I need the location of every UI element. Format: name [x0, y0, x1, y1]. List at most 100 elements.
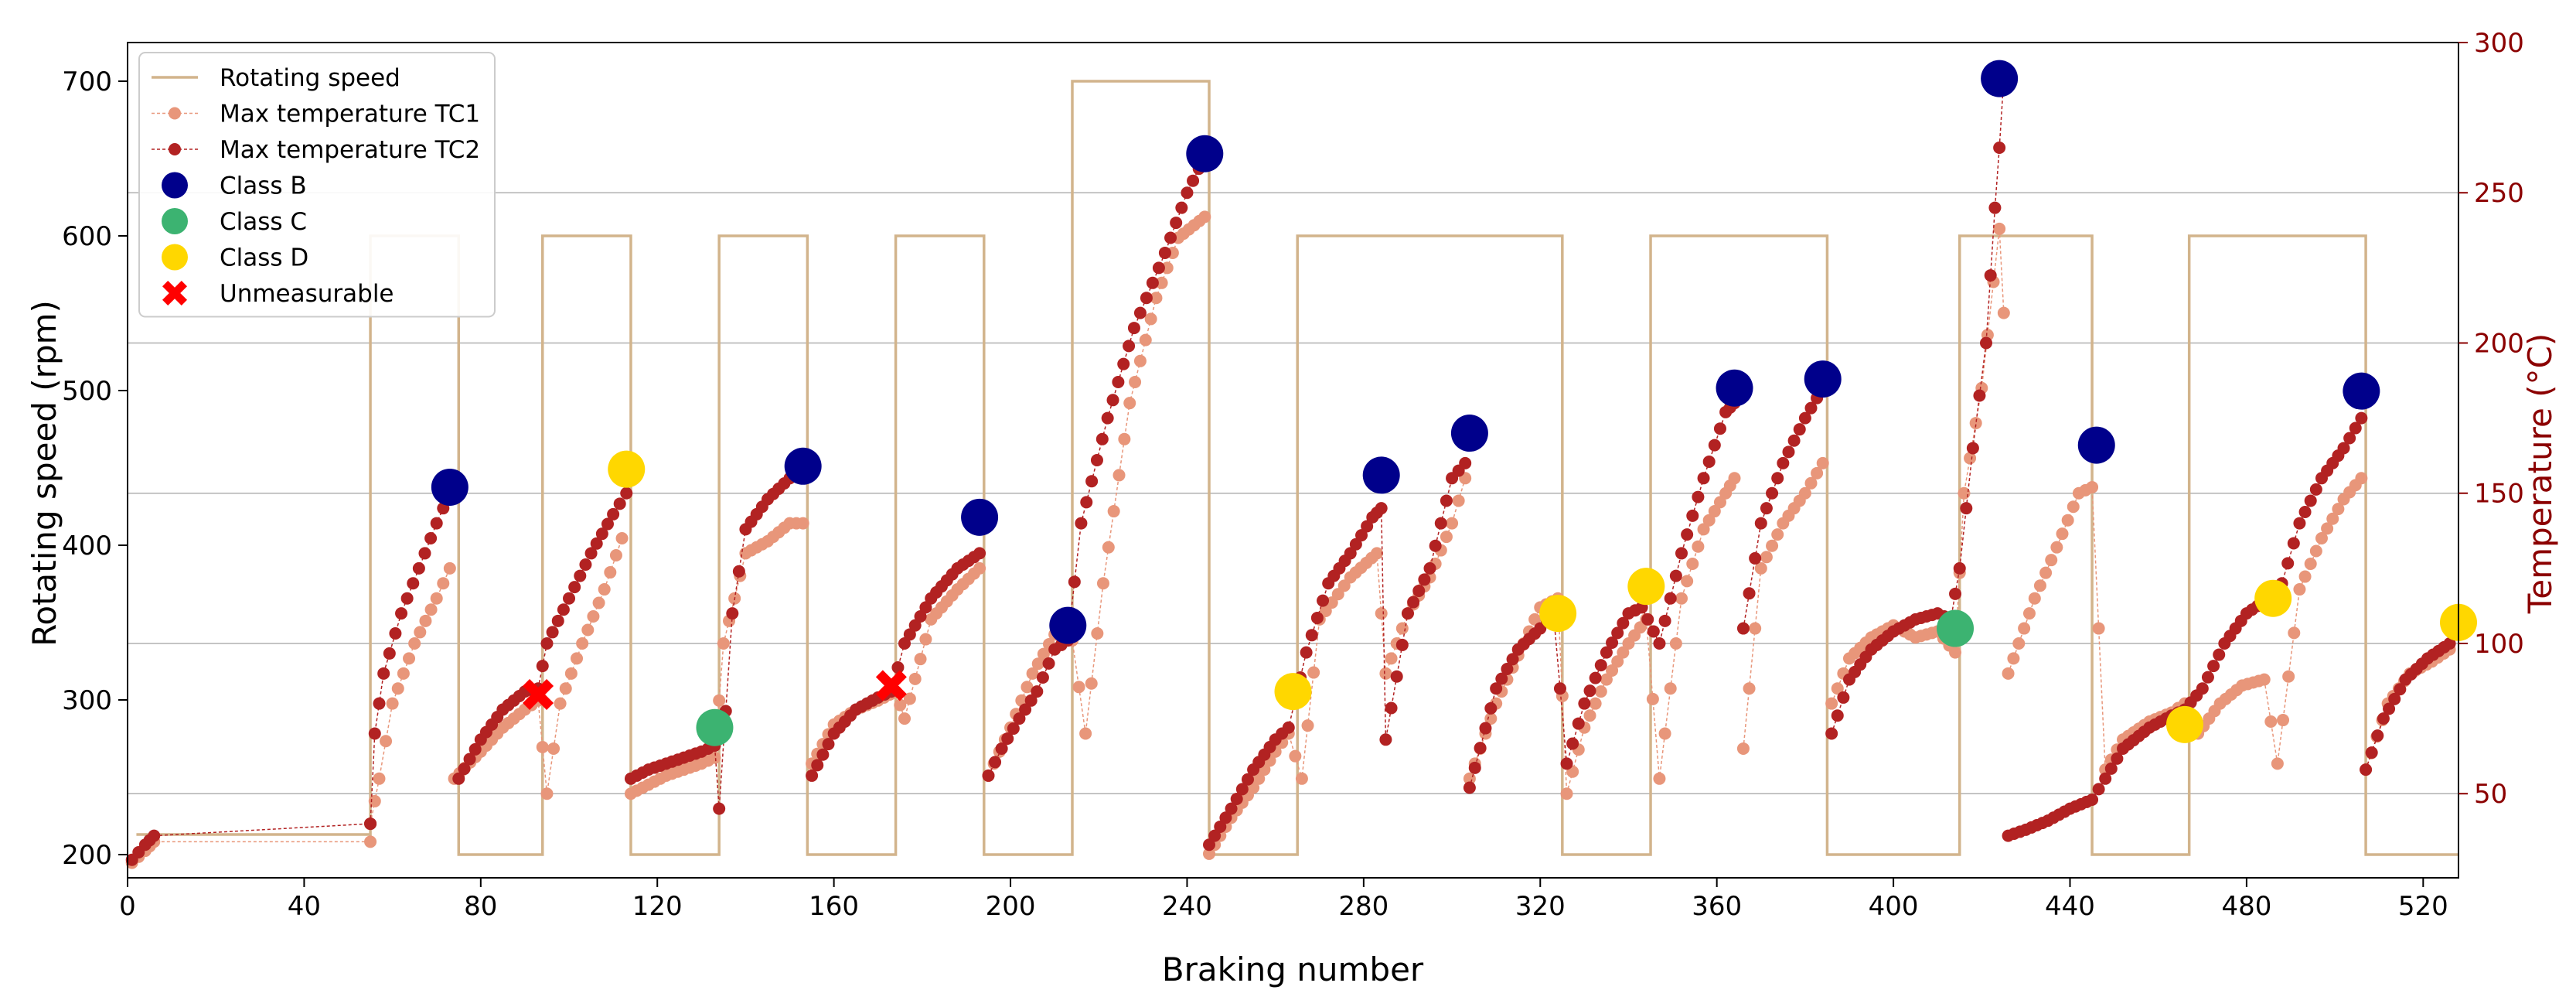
tc2-point — [1042, 657, 1055, 670]
tc2-point — [1749, 551, 1762, 565]
tc2-point — [1669, 569, 1682, 582]
tc2-line — [2008, 418, 2363, 837]
tc1-point — [403, 652, 416, 665]
tc1-point — [1831, 682, 1844, 695]
tc1-point — [1675, 592, 1688, 605]
tc2-point — [1282, 721, 1295, 734]
tc1-point — [1037, 647, 1050, 660]
tc1-point — [1021, 681, 1034, 694]
tc1-point — [1749, 622, 1762, 635]
tc2-point — [1754, 517, 1767, 530]
tc2-point — [557, 603, 570, 616]
tc2-point — [2293, 517, 2306, 530]
tc2-point — [1831, 709, 1844, 722]
tc2-point — [1187, 174, 1200, 187]
tc2-point — [973, 547, 986, 560]
tc2-point — [1658, 614, 1671, 627]
tc2-point — [903, 628, 916, 641]
tc1-point — [581, 623, 595, 637]
tc1-point — [2355, 472, 2368, 485]
tc1-point — [380, 735, 393, 748]
tc1-point — [536, 741, 549, 754]
tc2-point — [1560, 757, 1573, 770]
tc1-point — [554, 697, 567, 710]
tc2-point — [395, 607, 408, 620]
tc1-point — [1085, 677, 1098, 690]
plot-frame — [127, 42, 2459, 879]
tc2-point — [995, 742, 1008, 755]
tc1-point — [894, 698, 907, 712]
tc1-line — [131, 841, 371, 864]
tc2-point — [1988, 201, 2002, 214]
x-tick-label: 360 — [1692, 891, 1742, 922]
tc1-point — [1760, 551, 1773, 564]
tc2-point — [2213, 648, 2226, 661]
tc1-point — [2045, 554, 2058, 567]
tc2-point — [806, 769, 819, 782]
class-d-marker — [1539, 595, 1577, 633]
tc1-point — [2086, 480, 2099, 493]
tc1-point — [2282, 670, 2295, 683]
class-b-marker — [1450, 415, 1488, 452]
tc2-point — [2343, 432, 2356, 445]
tc2-point — [1344, 547, 1357, 560]
y2-tick-label: 300 — [2474, 28, 2524, 59]
tc1-point — [898, 712, 911, 725]
tc1-point — [1295, 772, 1308, 785]
tc1-point — [1091, 627, 1104, 640]
tc1-point — [1123, 397, 1136, 410]
tc1-point — [1031, 657, 1044, 671]
tc1-point — [2067, 500, 2080, 514]
tc2-point — [458, 763, 471, 776]
tc2-point — [568, 581, 581, 594]
tc2-point — [1606, 637, 1619, 650]
tc2-point — [424, 532, 438, 545]
tc1-point — [1964, 452, 1977, 465]
tc2-point — [148, 829, 161, 842]
tc2-point — [1960, 502, 1973, 515]
tc1-point — [2012, 637, 2026, 650]
tc2-point — [1572, 717, 1585, 730]
y-axis-right: 50 100 150 200 250 300 — [2458, 28, 2524, 810]
tc2-point — [373, 697, 386, 710]
tc1-point — [576, 637, 589, 650]
tc2-point — [579, 558, 592, 571]
tc1-point — [1702, 514, 1716, 527]
tc1-point — [430, 592, 443, 605]
tc1-point — [571, 652, 584, 665]
legend-swatch-class_c — [162, 208, 188, 234]
tc1-point — [1107, 505, 1120, 518]
tc2-point — [1804, 401, 1818, 415]
tc1-point — [437, 577, 450, 590]
tc2-point — [2388, 692, 2401, 705]
tc2-point — [732, 565, 745, 578]
tc1-point — [1708, 505, 1721, 518]
tc2-point — [2360, 763, 2373, 776]
tc1-point — [1697, 523, 1710, 536]
legend-swatch-tc2-dot — [169, 143, 181, 155]
tc1-point — [914, 653, 927, 666]
tc2-point — [1553, 682, 1566, 695]
tc2-point — [1953, 561, 1966, 575]
tc2-point — [1736, 622, 1750, 635]
tc2-point — [1484, 701, 1498, 715]
tc1-point — [1766, 539, 1779, 552]
tc1-point — [2271, 757, 2284, 770]
tc2-point — [400, 592, 414, 605]
tc1-point — [1804, 476, 1818, 490]
tc1-point — [2039, 566, 2053, 579]
tc1-point — [397, 667, 410, 680]
tc2-point — [1361, 520, 1374, 533]
tc2-point — [1798, 411, 1811, 425]
tc2-point — [1085, 475, 1099, 488]
tc2-point — [1681, 528, 1694, 541]
tc2-point — [1375, 502, 1388, 515]
tc2-point — [1647, 625, 1660, 638]
tc1-point — [1528, 613, 1542, 626]
y-tick-label: 700 — [62, 67, 112, 97]
tc1-point — [1646, 692, 1659, 705]
tc2-point — [1001, 732, 1014, 745]
tc1-point — [1949, 646, 1962, 659]
tc1-point — [1681, 575, 1694, 588]
